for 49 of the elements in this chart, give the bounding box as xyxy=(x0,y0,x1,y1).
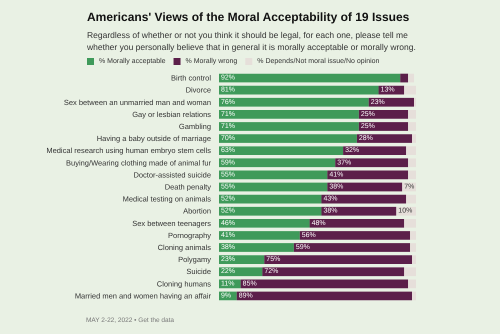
bar xyxy=(219,182,328,192)
bar xyxy=(262,267,404,276)
chart-subtitle: Regardless of whether or not you think it should be legal, for each one, please tell me whether you personally believe that in general it is morally acceptable or morally wrong. xyxy=(86,30,416,52)
bar xyxy=(219,170,328,180)
bar xyxy=(356,134,412,143)
bar xyxy=(219,74,400,82)
bar xyxy=(358,122,408,131)
bar xyxy=(404,86,416,95)
bar xyxy=(406,146,416,156)
bar xyxy=(321,206,396,216)
bar xyxy=(410,231,416,240)
bar xyxy=(327,182,402,192)
bar xyxy=(321,194,406,204)
bar xyxy=(219,231,300,240)
bar xyxy=(219,146,344,156)
bar xyxy=(240,279,408,288)
bar xyxy=(412,134,416,143)
bar xyxy=(327,170,408,180)
bar xyxy=(236,292,412,300)
bar xyxy=(408,122,416,131)
bar xyxy=(310,218,404,228)
bar xyxy=(219,158,336,168)
bar xyxy=(219,86,379,95)
bar xyxy=(410,243,416,252)
bar xyxy=(400,74,408,82)
bar xyxy=(219,206,322,216)
bar xyxy=(264,255,412,264)
bar xyxy=(406,194,416,204)
bar xyxy=(219,194,322,204)
bar xyxy=(219,218,310,228)
bar xyxy=(219,134,357,143)
bar xyxy=(294,243,410,252)
bar xyxy=(408,74,414,82)
bar xyxy=(219,243,294,252)
bar xyxy=(335,158,408,168)
bar xyxy=(404,218,416,228)
bar xyxy=(300,231,410,240)
bar xyxy=(412,255,416,264)
chart-title: Americans' Views of the Moral Acceptability of 19 Issues xyxy=(87,10,410,24)
bar xyxy=(408,170,416,180)
bar xyxy=(219,98,369,107)
bar xyxy=(412,292,416,300)
bar xyxy=(408,158,416,168)
bar xyxy=(219,110,359,119)
bar xyxy=(408,110,416,119)
bar xyxy=(408,279,416,288)
bar xyxy=(219,122,359,131)
bar xyxy=(343,146,406,156)
bar xyxy=(404,267,416,276)
